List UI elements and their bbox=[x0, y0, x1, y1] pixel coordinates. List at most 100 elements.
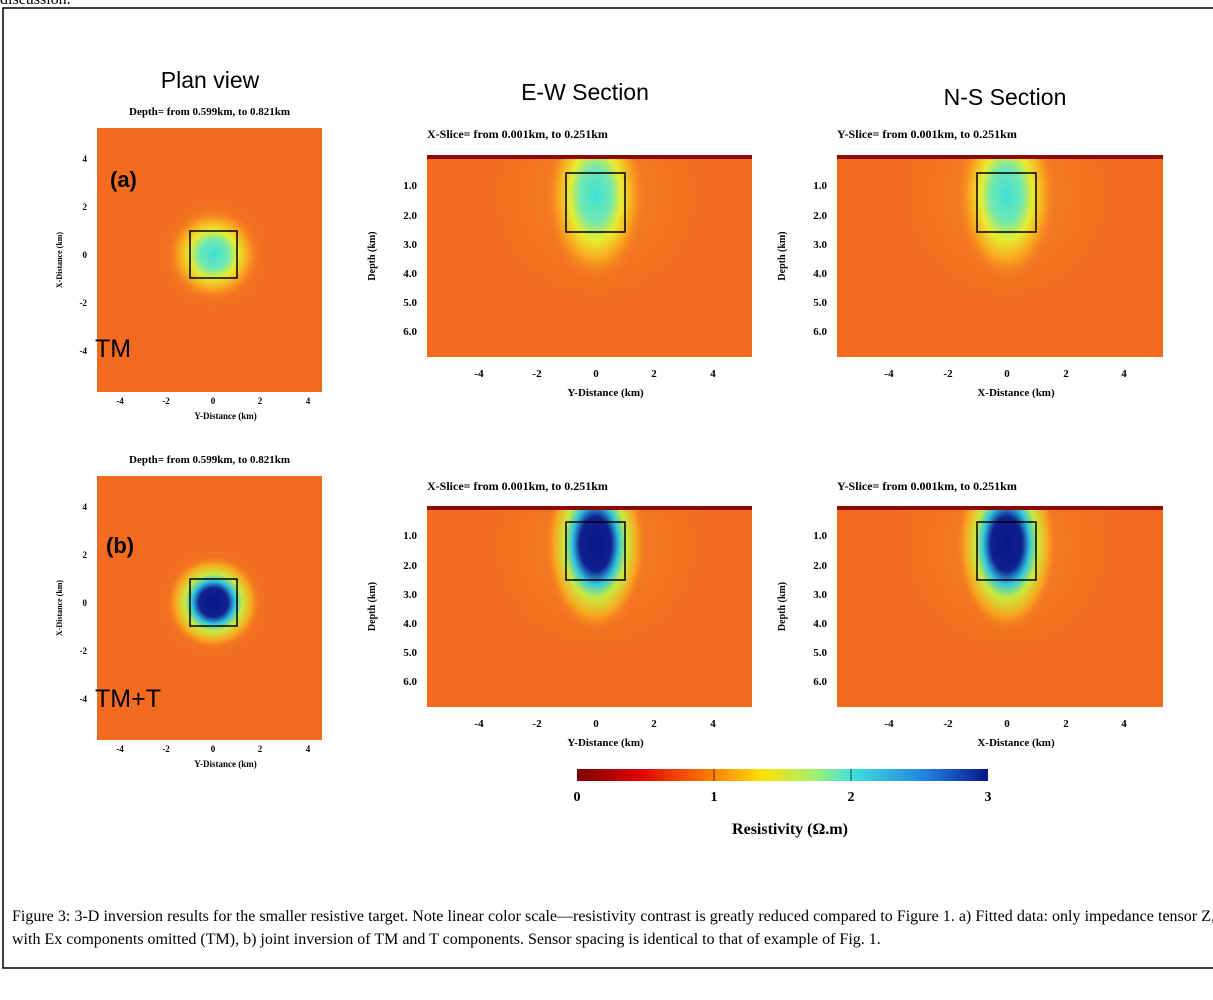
x-axis-label: Y-Distance (km) bbox=[567, 737, 644, 749]
x-tick-label: 4 bbox=[710, 368, 716, 380]
heatmap bbox=[427, 155, 752, 357]
heatmap bbox=[837, 506, 1163, 707]
panel-tag: (b) bbox=[106, 533, 134, 558]
y-tick-label: 6.0 bbox=[813, 676, 827, 688]
y-tick-label: -2 bbox=[80, 646, 88, 656]
x-tick-label: 2 bbox=[1063, 368, 1069, 380]
y-tick-label: 3.0 bbox=[813, 239, 827, 251]
y-tick-label: 6.0 bbox=[403, 326, 417, 338]
x-tick-label: -4 bbox=[474, 368, 484, 380]
x-tick-label: 2 bbox=[651, 718, 657, 730]
colorbar-label: Resistivity (Ω.m) bbox=[732, 821, 848, 838]
x-axis-label: X-Distance (km) bbox=[977, 737, 1055, 749]
panel-title: E-W Section bbox=[521, 79, 649, 105]
x-tick-label: -2 bbox=[162, 744, 170, 754]
panel-subtitle: X-Slice= from 0.001km, to 0.251km bbox=[427, 479, 608, 493]
y-tick-label: 1.0 bbox=[403, 530, 417, 542]
y-tick-label: 4.0 bbox=[403, 268, 417, 280]
y-tick-label: 4.0 bbox=[813, 268, 827, 280]
x-tick-label: 4 bbox=[710, 718, 716, 730]
x-tick-label: 2 bbox=[258, 396, 263, 406]
x-tick-label: -2 bbox=[943, 368, 953, 380]
x-tick-label: 2 bbox=[1063, 718, 1069, 730]
target-box bbox=[189, 578, 238, 627]
y-axis-label: Depth (km) bbox=[367, 231, 378, 280]
x-tick-label: -2 bbox=[532, 718, 542, 730]
panel-subtitle: Y-Slice= from 0.001km, to 0.251km bbox=[837, 479, 1017, 493]
panel-tag: (a) bbox=[110, 167, 137, 192]
x-tick-label: 2 bbox=[651, 368, 657, 380]
x-tick-label: -4 bbox=[884, 368, 894, 380]
y-tick-label: 1.0 bbox=[403, 180, 417, 192]
y-tick-label: 3.0 bbox=[403, 239, 417, 251]
y-tick-label: 1.0 bbox=[813, 530, 827, 542]
anomaly bbox=[954, 155, 1059, 285]
x-tick-label: 0 bbox=[1004, 718, 1010, 730]
y-tick-label: -4 bbox=[80, 346, 88, 356]
y-tick-label: 5.0 bbox=[813, 647, 827, 659]
x-tick-label: -4 bbox=[116, 744, 124, 754]
target-box bbox=[565, 172, 626, 233]
panel: X-Slice= from 0.001km, to 0.251km 1.0 2.0 3… bbox=[367, 479, 752, 749]
y-tick-label: 5.0 bbox=[403, 647, 417, 659]
y-tick-label: 6.0 bbox=[813, 326, 827, 338]
y-tick-label: 4 bbox=[83, 154, 88, 164]
mode-label: TM+T bbox=[95, 685, 161, 713]
y-tick-label: 6.0 bbox=[403, 676, 417, 688]
x-tick-label: 4 bbox=[1121, 718, 1127, 730]
y-tick-label: 3.0 bbox=[813, 589, 827, 601]
panel: Depth= from 0.599km, to 0.821km 4 2 0 -2 -4 -4… bbox=[55, 454, 322, 769]
y-tick-label: 5.0 bbox=[813, 297, 827, 309]
y-tick-label: 4.0 bbox=[813, 618, 827, 630]
target-box bbox=[976, 521, 1037, 581]
x-tick-label: -4 bbox=[884, 718, 894, 730]
panel-title: Plan view bbox=[161, 67, 260, 93]
x-axis-label: Y-Distance (km) bbox=[567, 387, 644, 399]
surface-band bbox=[837, 155, 1163, 159]
mode-label: TM bbox=[95, 335, 131, 363]
y-tick-label: -4 bbox=[80, 694, 88, 704]
panel: E-W Section X-Slice= from 0.001km, to 0.2… bbox=[367, 79, 752, 399]
y-tick-label: 2 bbox=[83, 550, 88, 560]
y-tick-label: 2.0 bbox=[403, 210, 417, 222]
colorbar bbox=[577, 769, 988, 781]
y-tick-label: 0 bbox=[83, 250, 88, 260]
heatmap bbox=[97, 128, 322, 392]
anomaly bbox=[954, 506, 1059, 634]
y-tick-label: 4 bbox=[83, 502, 88, 512]
y-tick-label: -2 bbox=[80, 298, 88, 308]
panel-subtitle: Depth= from 0.599km, to 0.821km bbox=[129, 454, 290, 466]
heatmap bbox=[837, 155, 1163, 357]
x-axis-label: Y-Distance (km) bbox=[194, 411, 256, 421]
header-fragment: discussion. bbox=[0, 0, 71, 9]
panel-subtitle: X-Slice= from 0.001km, to 0.251km bbox=[427, 127, 608, 141]
x-tick-label: 4 bbox=[306, 744, 311, 754]
x-tick-label: -4 bbox=[116, 396, 124, 406]
x-tick-label: 0 bbox=[593, 718, 599, 730]
x-axis-label: X-Distance (km) bbox=[977, 387, 1055, 399]
x-tick-label: 4 bbox=[306, 396, 311, 406]
anomaly bbox=[165, 554, 262, 651]
target-box bbox=[565, 521, 626, 581]
y-tick-label: 4.0 bbox=[403, 618, 417, 630]
y-tick-label: 2.0 bbox=[403, 560, 417, 572]
surface-band bbox=[837, 506, 1163, 510]
surface-band bbox=[427, 155, 752, 159]
anomaly bbox=[165, 206, 262, 303]
target-box bbox=[976, 172, 1037, 233]
colorbar-tick-label: 0 bbox=[574, 790, 581, 805]
panel: N-S Section Y-Slice= from 0.001km, to 0.2… bbox=[777, 84, 1163, 399]
y-axis-label: X-Distance (km) bbox=[55, 580, 64, 637]
x-tick-label: 2 bbox=[258, 744, 263, 754]
colorbar-tick-label: 1 bbox=[711, 790, 718, 805]
y-axis-label: Depth (km) bbox=[777, 231, 788, 280]
y-tick-label: 3.0 bbox=[403, 589, 417, 601]
y-tick-label: 2 bbox=[83, 202, 88, 212]
anomaly bbox=[543, 506, 648, 634]
y-tick-label: 2.0 bbox=[813, 560, 827, 572]
surface-band bbox=[427, 506, 752, 510]
panel: Y-Slice= from 0.001km, to 0.251km 1.0 2.0 3… bbox=[777, 479, 1163, 749]
x-tick-label: 0 bbox=[593, 368, 599, 380]
